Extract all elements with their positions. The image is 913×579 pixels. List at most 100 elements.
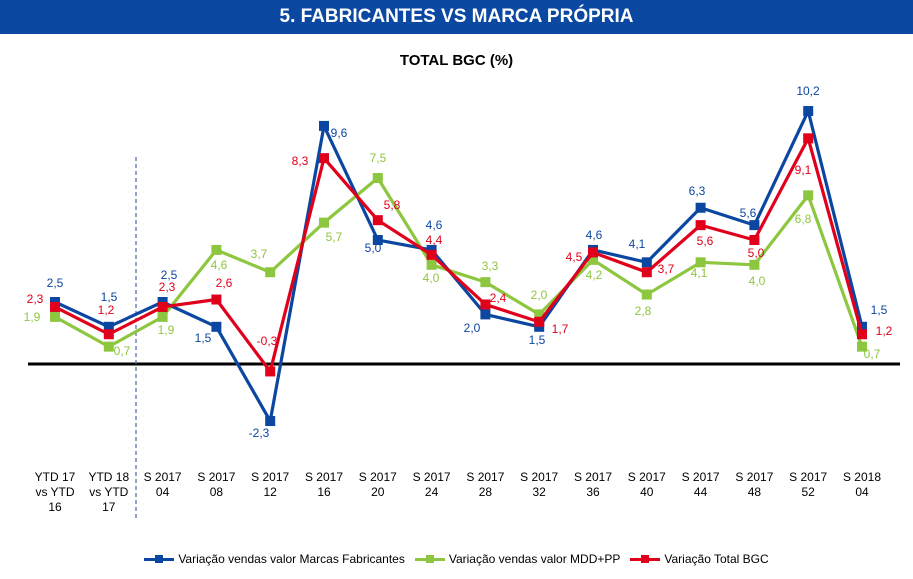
data-label: 1,9 [24,310,41,324]
data-point [641,289,652,300]
data-point [749,235,760,245]
data-label: 4,1 [691,266,708,280]
data-point [480,277,491,288]
data-point [103,329,114,340]
data-point [695,202,706,213]
x-tick-label: S 2017 08 [197,470,236,499]
data-label: 5,0 [748,246,765,260]
x-tick-label: YTD 18 vs YTD 17 [88,470,130,514]
data-point [372,235,383,245]
x-tick-label: YTD 17 vs YTD 16 [34,470,76,514]
data-point [426,259,437,270]
data-label: 5,7 [326,230,343,244]
x-tick-label: S 2017 36 [573,470,613,499]
data-point [265,267,276,278]
data-label: 4,6 [211,258,228,272]
legend-item: Variação Total BGC [630,552,769,566]
chart-title: TOTAL BGC (%) [399,52,514,69]
data-label: 1,5 [871,303,888,317]
data-label: 5,6 [740,206,757,220]
x-tick-label: S 2017 28 [466,470,505,499]
data-label: 6,3 [689,184,706,198]
data-label: 10,2 [796,84,820,98]
data-label: 3,7 [658,262,675,276]
data-point [157,311,168,322]
data-point [803,133,814,144]
x-tick-label: S 2017 40 [627,470,666,499]
legend: Variação vendas valor Marcas Fabricantes… [0,552,913,566]
series-line [54,136,864,374]
data-point [211,321,222,332]
data-point [265,366,276,377]
data-point [749,259,760,270]
data-point [695,257,706,268]
x-tick-label: S 2017 04 [143,470,182,499]
data-point [588,247,598,258]
x-tick-label: S 2017 48 [735,470,774,499]
data-label: 2,4 [490,291,507,305]
data-point [50,301,60,312]
data-point [534,316,545,327]
data-label: 5,6 [697,234,714,248]
data-label: 4,6 [586,228,603,242]
data-point [319,153,329,164]
data-label: 2,5 [161,268,178,282]
legend-label: Variação vendas valor MDD+PP [448,552,621,566]
data-label: 2,8 [635,304,652,318]
data-label: 1,9 [158,323,175,337]
data-point [103,321,114,332]
data-label: 1,5 [101,290,118,304]
data-label: 9,1 [795,163,812,177]
data-label: 2,0 [531,288,548,302]
data-label: 4,0 [749,274,766,288]
data-label: 1,2 [98,303,115,317]
data-label: 9,6 [331,126,348,140]
x-tick-label: S 2017 12 [251,470,290,499]
legend-item: Variação vendas valor Marcas Fabricantes [144,552,405,566]
x-tick-label: S 2017 20 [358,470,397,499]
series-line [54,176,864,349]
data-point [319,217,329,228]
x-tick-label: S 2017 44 [681,470,720,499]
data-point [480,309,491,320]
data-point [50,311,60,322]
data-point [157,301,168,312]
data-point [265,416,276,427]
x-tick-label: S 2017 24 [412,470,451,499]
data-label: 4,1 [629,237,646,251]
data-point [695,220,706,231]
data-label: 5,8 [384,198,401,212]
data-label: -0,3 [257,334,278,348]
x-tick-label: S 2017 16 [304,470,344,499]
data-point [857,321,867,332]
data-label: 1,7 [552,322,569,336]
data-label: 2,5 [47,276,64,290]
data-point [857,329,867,340]
x-tick-label: S 2018 04 [842,470,882,499]
data-label: 1,2 [876,324,893,338]
data-point [103,341,114,352]
data-point [803,106,814,117]
data-label: 4,2 [586,268,603,282]
data-point [426,249,437,260]
data-point [211,244,222,255]
data-label: 4,4 [426,233,443,247]
data-point [641,267,652,278]
section-title: 5. FABRICANTES VS MARCA PRÓPRIA [0,0,913,34]
data-label: 4,6 [426,218,443,232]
x-tick-label: S 2017 52 [789,470,828,499]
data-point [534,309,545,320]
legend-swatch [144,554,175,564]
data-label: 4,0 [423,271,440,285]
data-label: 4,5 [566,250,583,264]
series-line [54,109,864,423]
data-point [480,299,491,310]
data-label: 3,3 [482,259,499,273]
data-point [749,220,760,231]
x-tick-label: S 2017 32 [520,470,559,499]
data-label: 0,7 [114,344,131,358]
legend-label: Variação vendas valor Marcas Fabricantes [178,552,405,566]
data-label: 2,3 [27,292,44,306]
data-label: 7,5 [370,151,387,165]
